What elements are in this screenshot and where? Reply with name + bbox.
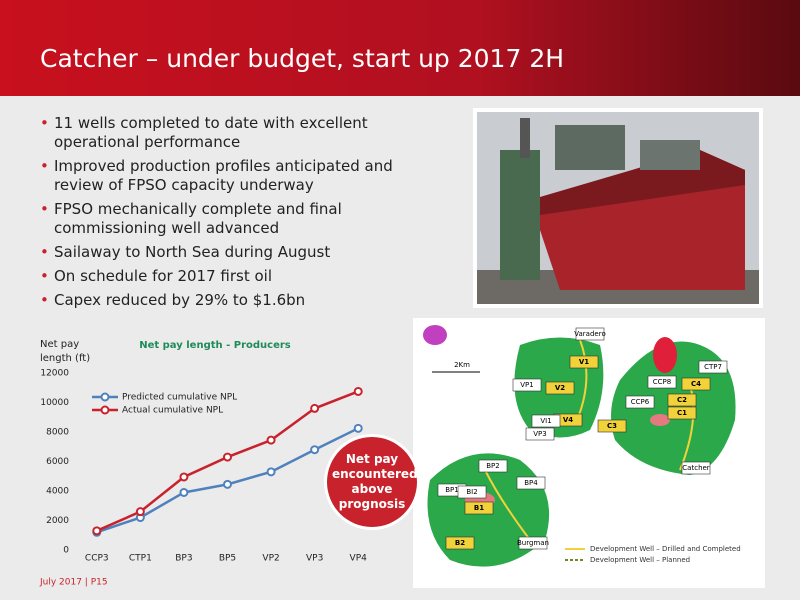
map-label-box bbox=[575, 327, 605, 341]
map-label: B1 bbox=[474, 504, 484, 512]
header-band bbox=[0, 0, 800, 96]
map-label: BP2 bbox=[486, 462, 499, 470]
map-label: B2 bbox=[455, 539, 465, 547]
map-label-box bbox=[457, 485, 487, 499]
map-label-box bbox=[647, 375, 677, 389]
photo bbox=[473, 108, 763, 308]
map-label: C2 bbox=[677, 396, 687, 404]
map-label: VP1 bbox=[520, 381, 533, 389]
y-tick-label: 8000 bbox=[46, 428, 69, 438]
x-tick-label: VP3 bbox=[306, 554, 323, 564]
map-label: V1 bbox=[579, 358, 589, 366]
chart-title: Net pay length - Producers bbox=[139, 340, 291, 351]
map-label: Burgman bbox=[517, 539, 549, 547]
map-legend-text: Development Well – Planned bbox=[590, 556, 690, 564]
point bbox=[179, 472, 189, 482]
map-label-box bbox=[545, 381, 575, 395]
map-label: Catcher bbox=[682, 464, 710, 472]
point bbox=[223, 479, 232, 489]
bullet: On schedule for 2017 first oil bbox=[40, 267, 414, 286]
map-label-box bbox=[512, 378, 542, 392]
map-label: V4 bbox=[563, 416, 573, 424]
footer: July 2017 | P15 bbox=[39, 578, 108, 588]
bullet: Improved production profiles anticipated… bbox=[40, 157, 414, 195]
map-label-box bbox=[597, 419, 627, 433]
map-label: BP1 bbox=[445, 486, 458, 494]
map-label: BP4 bbox=[524, 479, 538, 487]
map-label: Varadero bbox=[574, 330, 605, 338]
bullet: 11 wells completed to date with excellen… bbox=[40, 114, 414, 152]
y-tick-label: 2000 bbox=[46, 516, 69, 526]
map-label-box bbox=[518, 536, 548, 550]
legend-label: Predicted cumulative NPL bbox=[122, 393, 237, 403]
point bbox=[266, 435, 276, 445]
x-tick-label: CTP1 bbox=[129, 554, 152, 564]
x-tick-label: CCP3 bbox=[85, 554, 109, 564]
y-tick-label: 0 bbox=[63, 546, 69, 556]
point bbox=[353, 423, 363, 433]
map-legend-text: Development Well – Drilled and Completed bbox=[590, 545, 741, 553]
point bbox=[266, 467, 276, 477]
point bbox=[92, 526, 102, 536]
map-label: C3 bbox=[607, 422, 617, 430]
x-tick-label: BP3 bbox=[175, 554, 192, 564]
map-label-box bbox=[667, 406, 697, 420]
map-label-box bbox=[464, 501, 494, 515]
y-tick-label: 6000 bbox=[46, 457, 69, 467]
map-label: 2Km bbox=[454, 361, 470, 369]
map-label: VP3 bbox=[533, 430, 546, 438]
x-tick-label: VP2 bbox=[262, 554, 279, 564]
map-label-box bbox=[667, 393, 697, 407]
point bbox=[310, 403, 320, 413]
map-label-box bbox=[445, 536, 475, 550]
map-label-box bbox=[625, 395, 655, 409]
map-label: C1 bbox=[677, 409, 687, 417]
y-tick-label: 12000 bbox=[40, 369, 69, 379]
map-label-box bbox=[516, 476, 546, 490]
map-label-box bbox=[698, 360, 728, 374]
y-axis-label: Net pay length (ft) bbox=[40, 339, 91, 364]
map-label: CCP6 bbox=[631, 398, 650, 406]
slide-title: Catcher – under budget, start up 2017 2H bbox=[40, 44, 564, 73]
point bbox=[353, 386, 363, 396]
map-label-box bbox=[478, 459, 508, 473]
point bbox=[223, 452, 232, 462]
map-label: BI2 bbox=[466, 488, 477, 496]
map-label: C4 bbox=[691, 380, 701, 388]
bullet-list: 11 wells completed to date with excellen… bbox=[38, 114, 414, 315]
point bbox=[179, 487, 189, 497]
bullet: FPSO mechanically complete and final com… bbox=[40, 200, 414, 238]
map-label-box bbox=[525, 427, 555, 441]
map-label-box bbox=[681, 377, 711, 391]
map-label-box bbox=[531, 414, 561, 428]
y-tick-label: 10000 bbox=[40, 398, 69, 408]
legend-marker bbox=[100, 405, 110, 415]
y-tick-label: 4000 bbox=[46, 487, 69, 497]
point bbox=[135, 507, 145, 517]
callout: Net pay encountered above prognosis bbox=[327, 437, 418, 527]
map-label-box bbox=[681, 461, 711, 475]
map-label: VI1 bbox=[540, 417, 551, 425]
map-label-box bbox=[569, 355, 599, 369]
x-tick-label: VP4 bbox=[350, 554, 368, 564]
x-tick-label: BP5 bbox=[219, 554, 236, 564]
map-label: CTP7 bbox=[704, 363, 722, 371]
map-label: V2 bbox=[555, 384, 565, 392]
bullet: Sailaway to North Sea during August bbox=[40, 243, 414, 262]
legend-marker bbox=[100, 392, 110, 402]
bullet: Capex reduced by 29% to $1.6bn bbox=[40, 291, 414, 310]
callout-text: Net pay encountered above prognosis bbox=[332, 452, 418, 511]
legend-label: Actual cumulative NPL bbox=[122, 406, 223, 416]
point bbox=[310, 445, 320, 455]
map-label: CCP8 bbox=[653, 378, 671, 386]
